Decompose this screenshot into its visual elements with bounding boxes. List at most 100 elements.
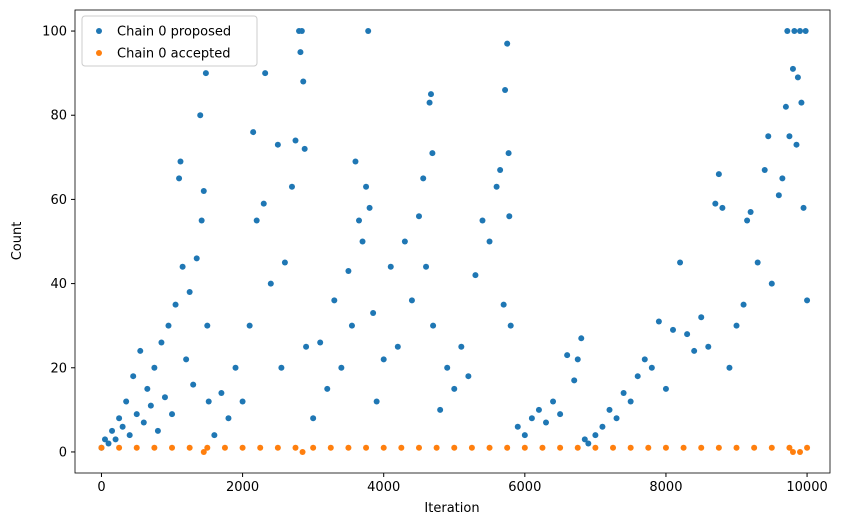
point	[158, 339, 165, 346]
point	[468, 444, 475, 451]
point	[429, 150, 436, 157]
point	[521, 444, 528, 451]
point	[373, 398, 380, 405]
point	[130, 373, 137, 380]
point	[317, 339, 324, 346]
point	[331, 297, 338, 304]
point	[257, 444, 264, 451]
point	[292, 444, 299, 451]
point	[504, 444, 511, 451]
point	[712, 200, 719, 207]
point	[802, 28, 809, 35]
point	[423, 263, 430, 270]
point	[581, 436, 588, 443]
point	[200, 448, 207, 455]
point	[426, 99, 433, 106]
point	[408, 297, 415, 304]
point	[691, 347, 698, 354]
point	[101, 436, 108, 443]
point	[804, 297, 811, 304]
point	[789, 448, 796, 455]
point	[154, 427, 161, 434]
point	[744, 217, 751, 224]
point	[557, 444, 564, 451]
point	[370, 310, 377, 317]
point	[514, 423, 521, 430]
point	[116, 415, 123, 422]
point	[680, 444, 687, 451]
point	[415, 444, 422, 451]
y-tick-label: 80	[50, 109, 67, 124]
point	[301, 145, 308, 152]
point	[161, 394, 168, 401]
point	[620, 390, 627, 397]
point	[200, 187, 207, 194]
point	[793, 141, 800, 148]
point	[366, 204, 373, 211]
point	[133, 411, 140, 418]
point	[528, 415, 535, 422]
point	[719, 204, 726, 211]
point	[126, 432, 133, 439]
point	[539, 444, 546, 451]
point	[300, 78, 307, 85]
point	[754, 259, 761, 266]
point	[221, 444, 228, 451]
point	[250, 129, 257, 136]
y-tick-label: 100	[42, 25, 67, 40]
point	[800, 204, 807, 211]
point	[433, 444, 440, 451]
point	[768, 280, 775, 287]
point	[140, 419, 147, 426]
point	[472, 272, 479, 279]
point	[775, 192, 782, 199]
point	[761, 166, 768, 173]
point	[507, 322, 514, 329]
point	[394, 343, 401, 350]
point	[239, 398, 246, 405]
point	[310, 415, 317, 422]
point	[574, 444, 581, 451]
point	[298, 28, 305, 35]
point	[172, 301, 179, 308]
point	[794, 74, 801, 81]
point	[627, 444, 634, 451]
y-tick-label: 40	[50, 277, 67, 292]
x-axis-label: Iteration	[424, 501, 479, 516]
point	[574, 356, 581, 363]
point	[274, 141, 281, 148]
y-axis-label: Count	[10, 222, 25, 261]
point	[804, 444, 811, 451]
point	[564, 352, 571, 359]
point	[479, 217, 486, 224]
point	[345, 444, 352, 451]
point	[116, 444, 123, 451]
point	[352, 158, 359, 165]
point	[550, 398, 557, 405]
point	[571, 377, 578, 384]
point	[502, 86, 509, 93]
point	[324, 385, 331, 392]
point	[506, 213, 513, 220]
point	[592, 444, 599, 451]
point	[348, 322, 355, 329]
point	[451, 385, 458, 392]
point	[458, 343, 465, 350]
point	[641, 356, 648, 363]
x-tick-label: 10000	[786, 480, 827, 495]
point	[165, 322, 172, 329]
point	[176, 175, 183, 182]
point	[733, 322, 740, 329]
point	[186, 289, 193, 296]
point	[645, 444, 652, 451]
point	[444, 364, 451, 371]
point	[356, 217, 363, 224]
point	[662, 385, 669, 392]
point	[218, 390, 225, 397]
point	[797, 448, 804, 455]
point	[169, 411, 176, 418]
point	[733, 444, 740, 451]
point	[779, 175, 786, 182]
point	[239, 444, 246, 451]
